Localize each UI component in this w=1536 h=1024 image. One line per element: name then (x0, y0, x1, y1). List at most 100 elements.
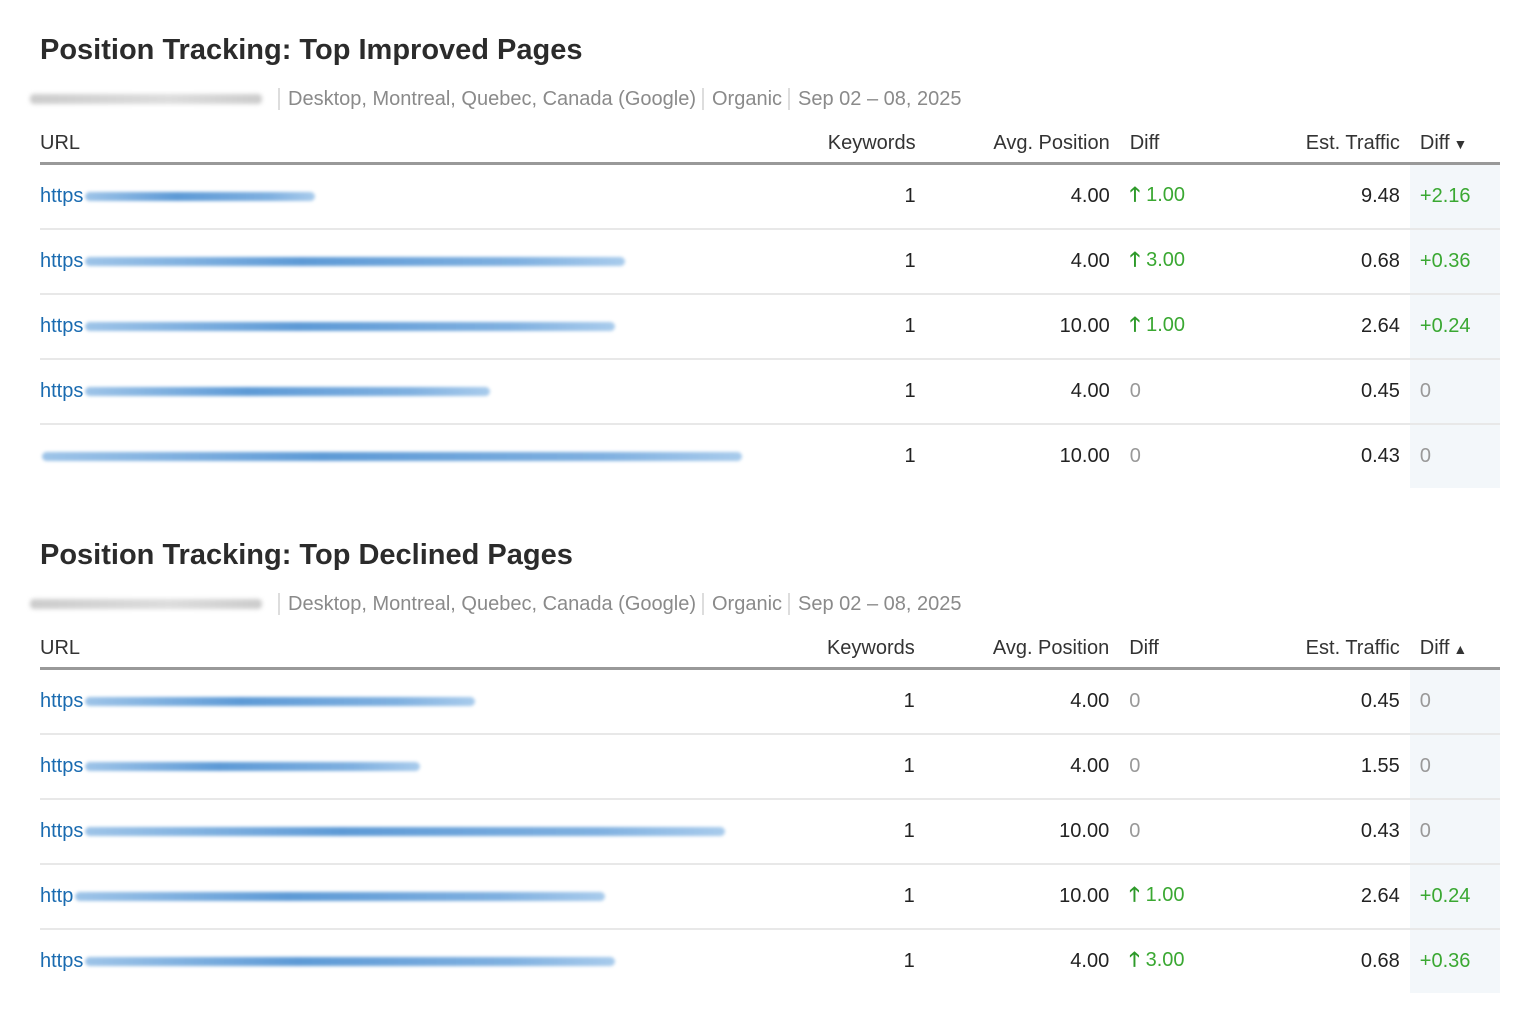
position-diff: 🡑 1.00 (1129, 864, 1280, 930)
url-text: https (40, 690, 84, 712)
traffic-diff: +2.16 (1409, 163, 1500, 230)
redacted-url (85, 387, 491, 396)
col-avg-position[interactable]: Avg. Position (914, 629, 1130, 670)
avg-position: 4.00 (1070, 950, 1110, 972)
est-traffic: 2.64 (1279, 864, 1410, 930)
est-traffic: 0.43 (1279, 799, 1410, 865)
section-title: Position Tracking: Top Improved Pages (40, 34, 583, 66)
est-traffic: 0.68 (1360, 950, 1400, 972)
redacted-url (85, 957, 616, 966)
keywords-count: 1 (742, 229, 916, 295)
table-row: https 1 4.00 🡑 3.00 0.68 +0.36 (40, 229, 1500, 295)
url-text: https (40, 185, 84, 207)
date-range: Sep 02 – 08, 2025 (798, 88, 962, 110)
url-text: https (40, 380, 84, 402)
position-diff-value: 0 (1129, 380, 1141, 402)
position-diff-value: 0 (1129, 690, 1141, 712)
position-diff-value: 0 (1129, 820, 1141, 842)
url-text: https (40, 755, 84, 777)
top-declined-pages-section: Position Tracking: Top Declined Pages De… (30, 535, 1500, 993)
page-url-link[interactable]: https (40, 755, 741, 778)
url-text: http (40, 885, 74, 907)
redacted-url (85, 322, 616, 331)
arrow-up-icon: 🡑 (1129, 313, 1141, 336)
page-url-link[interactable] (40, 452, 742, 461)
search-type: Organic (712, 88, 783, 110)
page-url-link[interactable]: https (40, 315, 742, 338)
col-url[interactable]: URL (40, 124, 743, 165)
page-url-link[interactable]: https (40, 690, 741, 713)
traffic-diff: 0 (1409, 734, 1500, 800)
page-url-link[interactable]: https (40, 185, 742, 208)
keywords-count: 1 (742, 294, 916, 360)
table-header: URL Keywords Avg. Position Diff Est. Tra… (40, 124, 1500, 165)
keywords-count: 1 (741, 734, 915, 800)
est-traffic: 9.48 (1279, 163, 1410, 230)
arrow-up-icon: 🡑 (1129, 883, 1140, 906)
keywords-count: 1 (741, 864, 915, 930)
traffic-diff: +0.24 (1409, 294, 1500, 360)
avg-position: 10.00 (915, 294, 1130, 360)
keywords-count: 1 (741, 668, 915, 735)
divider (788, 593, 791, 615)
col-keywords[interactable]: Keywords (742, 124, 916, 165)
est-traffic: 0.45 (1279, 668, 1410, 735)
redacted-url (85, 827, 726, 836)
traffic-diff: 0 (1409, 359, 1500, 425)
section-title: Position Tracking: Top Declined Pages (40, 539, 573, 571)
search-type: Organic (712, 593, 783, 615)
position-diff: 0 (1129, 359, 1280, 425)
url-text: https (40, 820, 84, 842)
caret-down-icon: ▼ (1453, 135, 1468, 152)
est-traffic: 1.55 (1279, 734, 1410, 800)
traffic-diff: +0.36 (1409, 929, 1500, 993)
position-diff: 🡑 1.00 (1129, 294, 1280, 360)
est-traffic: 0.43 (1360, 445, 1400, 467)
avg-position: 4.00 (914, 734, 1130, 800)
keywords-count: 1 (742, 163, 916, 230)
divider (278, 593, 280, 615)
redacted-project-name (30, 599, 262, 609)
position-diff: 🡑 3.00 (1129, 929, 1279, 993)
col-traffic-diff[interactable]: Diff ▲ (1409, 629, 1500, 670)
page-url-link[interactable]: https (40, 950, 741, 973)
url-text: https (40, 315, 84, 337)
arrow-up-icon: 🡑 (1129, 248, 1141, 271)
page-url-link[interactable]: http (40, 885, 741, 908)
table-row: http 1 10.00 🡑 1.00 2.64 +0.24 (40, 864, 1500, 930)
keywords-count: 1 (903, 950, 915, 972)
col-est-traffic[interactable]: Est. Traffic (1279, 124, 1410, 165)
position-diff-value: 0 (1129, 445, 1141, 467)
col-traffic-diff-label: Diff (1419, 131, 1450, 154)
redacted-url (85, 697, 476, 706)
page-url-link[interactable]: https (40, 250, 742, 273)
table-row: https 1 10.00 0 0.43 0 (40, 799, 1500, 865)
col-traffic-diff[interactable]: Diff ▼ (1409, 124, 1500, 165)
pages-table: URL Keywords Avg. Position Diff Est. Tra… (40, 124, 1500, 488)
col-est-traffic[interactable]: Est. Traffic (1279, 629, 1410, 670)
col-avg-position[interactable]: Avg. Position (915, 124, 1130, 165)
redacted-url (85, 257, 626, 266)
est-traffic: 2.64 (1279, 294, 1410, 360)
col-traffic-diff-label: Diff (1419, 636, 1450, 659)
col-url[interactable]: URL (40, 629, 742, 670)
est-traffic: 0.45 (1279, 359, 1410, 425)
divider (788, 88, 791, 110)
table-row: https 1 4.00 0 1.55 0 (40, 734, 1500, 800)
redacted-url (75, 892, 606, 901)
table-row: https 1 4.00 0 0.45 0 (40, 359, 1500, 425)
page-url-link[interactable]: https (40, 380, 742, 403)
col-keywords[interactable]: Keywords (741, 629, 915, 670)
page-url-link[interactable]: https (40, 820, 741, 843)
position-diff-value: 1.00 (1146, 313, 1186, 336)
device-location: Desktop, Montreal, Quebec, Canada (Googl… (288, 593, 696, 615)
pages-table: URL Keywords Avg. Position Diff Est. Tra… (40, 629, 1500, 993)
avg-position: 10.00 (914, 864, 1130, 930)
col-diff[interactable]: Diff (1129, 124, 1280, 165)
arrow-up-icon: 🡑 (1129, 183, 1141, 206)
redacted-url (85, 762, 421, 771)
table-row: https 1 4.00 0 0.45 0 (40, 668, 1500, 735)
table-header: URL Keywords Avg. Position Diff Est. Tra… (40, 629, 1500, 670)
col-diff[interactable]: Diff (1129, 629, 1280, 670)
divider (278, 88, 280, 110)
